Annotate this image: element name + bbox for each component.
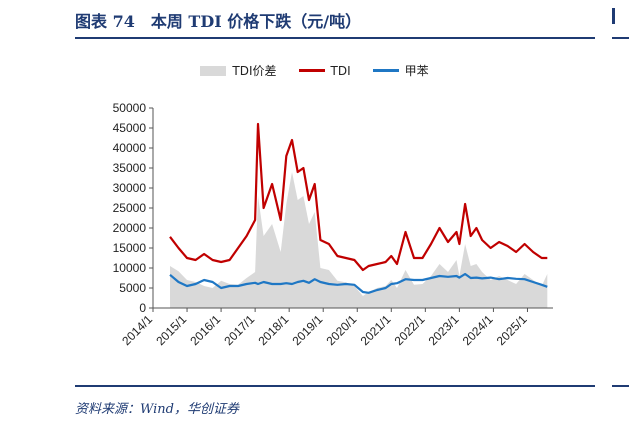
y-tick-label: 40000	[113, 141, 147, 155]
series-line-toluene	[169, 272, 548, 294]
y-tick-label: 0	[139, 301, 146, 315]
chart-legend: TDI价差 TDI 甲苯	[0, 62, 629, 79]
source-note: 资料来源：Wind，华创证券	[75, 402, 239, 417]
y-tick-label: 50000	[113, 101, 147, 115]
edge-mark	[612, 8, 615, 24]
source-rule	[75, 385, 595, 387]
y-tick-label: 35000	[113, 161, 147, 175]
y-tick-label: 15000	[113, 241, 147, 255]
legend-item-spread: TDI价差	[200, 62, 277, 79]
series-line-tdi	[169, 122, 548, 272]
x-tick-label: 2016/1	[187, 312, 223, 348]
y-tick-label: 45000	[113, 121, 147, 135]
x-tick-label: 2015/1	[153, 312, 189, 348]
x-tick-label: 2014/1	[119, 312, 155, 348]
series-area-spread	[170, 172, 548, 308]
x-tick-label: 2022/1	[392, 312, 428, 348]
x-tick-label: 2020/1	[324, 312, 360, 348]
y-tick-label: 5000	[119, 281, 146, 295]
x-tick-label: 2025/1	[494, 312, 530, 348]
edge-rule-top	[612, 37, 629, 39]
y-tick-label: 20000	[113, 221, 147, 235]
x-tick-label: 2017/1	[221, 312, 257, 348]
x-tick-label: 2018/1	[255, 312, 291, 348]
legend-swatch-toluene	[372, 69, 399, 72]
legend-swatch-tdi	[298, 69, 325, 72]
legend-label-spread: TDI价差	[232, 64, 277, 78]
y-tick-label: 30000	[113, 181, 147, 195]
x-tick-label: 2019/1	[289, 312, 325, 348]
legend-label-toluene: 甲苯	[404, 64, 429, 78]
legend-swatch-spread	[200, 65, 227, 76]
edge-rule-bottom	[612, 385, 629, 387]
y-tick-label: 10000	[113, 261, 147, 275]
legend-item-toluene: 甲苯	[372, 62, 429, 79]
legend-label-tdi: TDI	[330, 63, 351, 78]
x-tick-label: 2023/1	[426, 312, 462, 348]
title-rule	[75, 37, 595, 39]
figure-title: 图表 74 本周 TDI 价格下跌（元/吨）	[75, 12, 362, 31]
x-tick-label: 2021/1	[358, 312, 394, 348]
legend-item-tdi: TDI	[298, 63, 351, 78]
y-tick-label: 25000	[113, 201, 147, 215]
price-chart: 0 5000 10000 15000 20000 25000 30000 35000 40000…	[113, 101, 553, 348]
x-tick-label: 2024/1	[460, 312, 496, 348]
